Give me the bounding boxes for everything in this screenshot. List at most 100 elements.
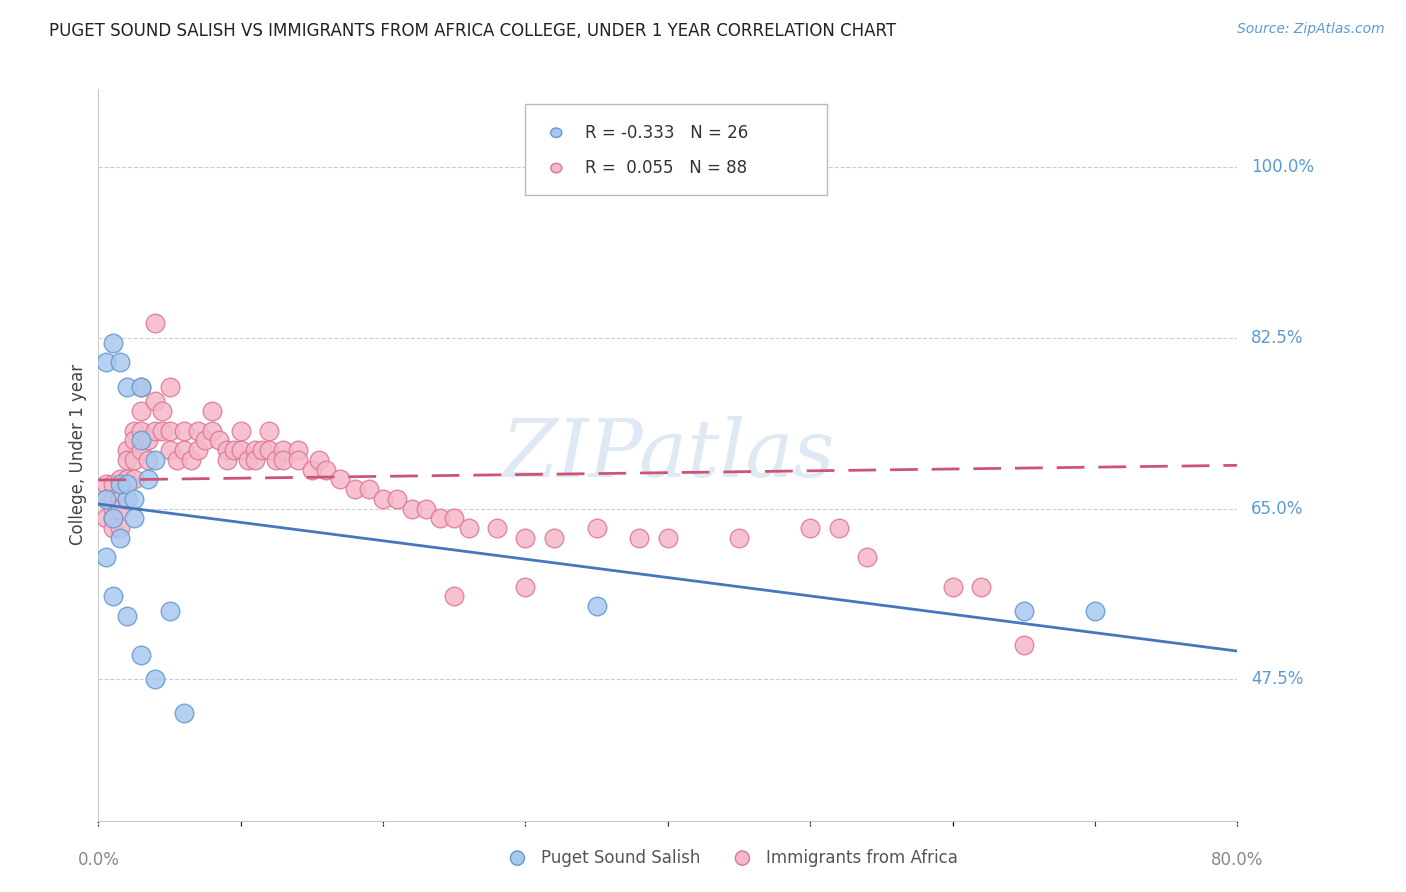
Point xyxy=(136,434,159,448)
Point xyxy=(486,521,509,535)
Point xyxy=(208,434,231,448)
Point xyxy=(115,379,138,393)
Point xyxy=(828,521,851,535)
Point xyxy=(122,472,145,486)
Point xyxy=(94,550,117,565)
Point xyxy=(201,424,224,438)
Point xyxy=(173,443,195,458)
Point xyxy=(250,443,273,458)
Point xyxy=(222,443,245,458)
Point xyxy=(136,452,159,467)
Point xyxy=(229,424,252,438)
Point xyxy=(229,443,252,458)
Point xyxy=(856,550,879,565)
Point xyxy=(443,511,465,525)
Point xyxy=(108,355,131,369)
Point xyxy=(129,424,152,438)
Point xyxy=(145,672,167,686)
Point xyxy=(457,521,479,535)
Point xyxy=(315,462,337,476)
Point xyxy=(173,424,195,438)
Point xyxy=(115,472,138,486)
Point xyxy=(115,491,138,506)
Point xyxy=(122,452,145,467)
Point xyxy=(236,452,259,467)
Point xyxy=(145,424,167,438)
Point xyxy=(343,482,366,496)
Point xyxy=(543,531,565,545)
Point xyxy=(259,443,281,458)
Point xyxy=(108,531,131,545)
Text: 0.0%: 0.0% xyxy=(77,851,120,869)
Point xyxy=(108,491,131,506)
Point xyxy=(259,424,281,438)
Text: 80.0%: 80.0% xyxy=(1211,851,1264,869)
Point xyxy=(101,521,124,535)
Point xyxy=(115,477,138,491)
Point xyxy=(585,599,607,613)
Point xyxy=(152,424,174,438)
Point xyxy=(728,531,751,545)
Point xyxy=(443,590,465,604)
Point xyxy=(373,491,395,506)
Point xyxy=(173,706,195,721)
Point xyxy=(187,443,209,458)
Point xyxy=(129,404,152,418)
Point xyxy=(129,648,152,662)
Point xyxy=(136,472,159,486)
Point xyxy=(287,452,309,467)
Point xyxy=(657,531,679,545)
Y-axis label: College, Under 1 year: College, Under 1 year xyxy=(69,364,87,546)
Point xyxy=(108,472,131,486)
Text: 82.5%: 82.5% xyxy=(1251,329,1303,347)
Point xyxy=(942,580,965,594)
Point xyxy=(266,452,288,467)
Point xyxy=(585,521,607,535)
Point xyxy=(94,491,117,506)
Point xyxy=(515,531,537,545)
Point xyxy=(94,477,117,491)
Point xyxy=(243,452,266,467)
Point xyxy=(115,452,138,467)
Point xyxy=(273,452,295,467)
Point xyxy=(122,511,145,525)
Point xyxy=(515,580,537,594)
Point xyxy=(201,404,224,418)
Point xyxy=(401,501,423,516)
Point xyxy=(145,452,167,467)
Point xyxy=(108,501,131,516)
Point xyxy=(122,491,145,506)
Point xyxy=(159,424,181,438)
Point xyxy=(101,501,124,516)
Point xyxy=(101,335,124,350)
Point xyxy=(152,404,174,418)
Point xyxy=(187,424,209,438)
Point xyxy=(970,580,993,594)
Point xyxy=(166,452,188,467)
Point xyxy=(101,511,124,525)
Point xyxy=(628,531,651,545)
Point xyxy=(101,511,124,525)
Point xyxy=(101,590,124,604)
Point xyxy=(1012,604,1035,618)
Point xyxy=(115,443,138,458)
Point xyxy=(180,452,202,467)
Point xyxy=(115,491,138,506)
Text: 100.0%: 100.0% xyxy=(1251,158,1315,177)
Point xyxy=(301,462,323,476)
Point xyxy=(159,443,181,458)
Point xyxy=(115,608,138,623)
Point xyxy=(287,443,309,458)
Point xyxy=(122,424,145,438)
Point xyxy=(108,477,131,491)
Point xyxy=(159,379,181,393)
Point xyxy=(129,379,152,393)
Point xyxy=(101,491,124,506)
Point xyxy=(1012,638,1035,652)
Point xyxy=(108,521,131,535)
Text: PUGET SOUND SALISH VS IMMIGRANTS FROM AFRICA COLLEGE, UNDER 1 YEAR CORRELATION C: PUGET SOUND SALISH VS IMMIGRANTS FROM AF… xyxy=(49,22,897,40)
Point xyxy=(194,434,217,448)
Point xyxy=(1084,604,1107,618)
Point xyxy=(94,355,117,369)
Point xyxy=(122,434,145,448)
